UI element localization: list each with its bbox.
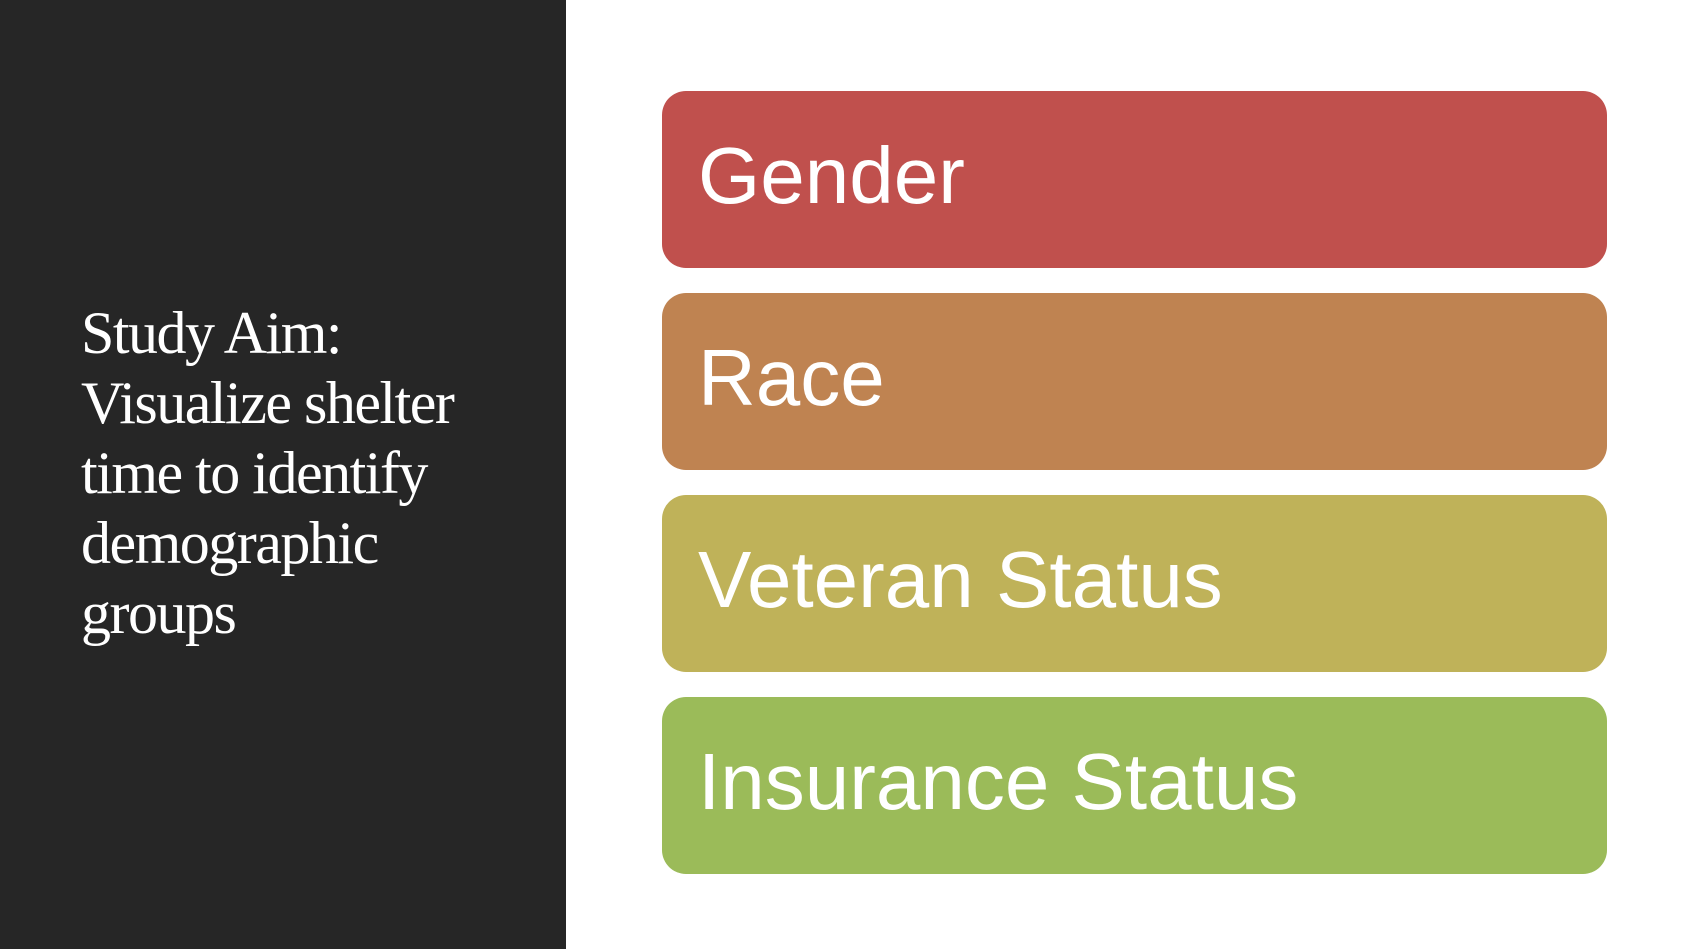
category-box-race: Race bbox=[662, 293, 1607, 470]
category-box-gender: Gender bbox=[662, 91, 1607, 268]
category-label-race: Race bbox=[698, 332, 885, 422]
left-panel: Study Aim: Visualize shelter time to ide… bbox=[0, 0, 566, 949]
category-label-gender: Gender bbox=[698, 130, 965, 220]
category-label-veteran-status: Veteran Status bbox=[698, 534, 1223, 624]
study-aim-text: Study Aim: Visualize shelter time to ide… bbox=[81, 300, 455, 646]
category-box-insurance-status: Insurance Status bbox=[662, 697, 1607, 874]
category-label-insurance-status: Insurance Status bbox=[698, 736, 1299, 826]
category-box-veteran-status: Veteran Status bbox=[662, 495, 1607, 672]
category-list: Gender Race Veteran Status Insurance Sta… bbox=[662, 91, 1607, 899]
